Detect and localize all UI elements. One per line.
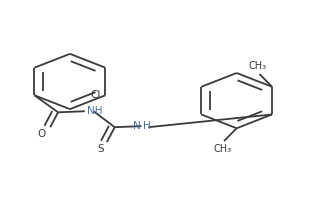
Text: N: N (133, 121, 141, 131)
Text: H: H (143, 121, 151, 131)
Text: Cl: Cl (90, 90, 100, 100)
Text: NH: NH (87, 106, 103, 116)
Text: S: S (97, 144, 104, 154)
Text: CH₃: CH₃ (213, 144, 232, 154)
Text: CH₃: CH₃ (249, 61, 267, 71)
Text: O: O (37, 129, 45, 139)
